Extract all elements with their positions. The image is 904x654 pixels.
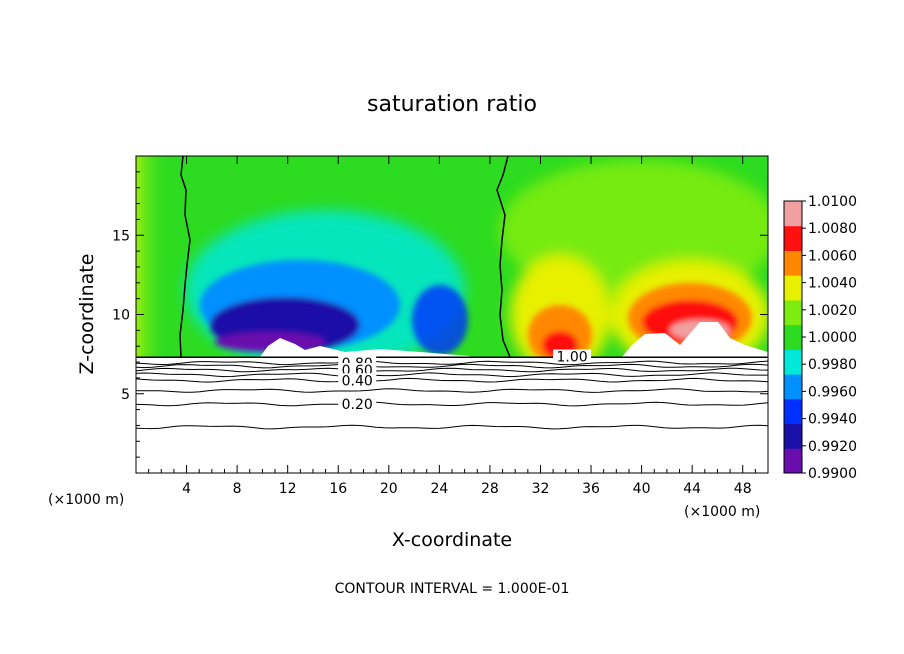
y-tick-label: 15 — [112, 228, 130, 244]
heatmap-field — [136, 156, 768, 357]
contour-label: 0.20 — [342, 397, 373, 413]
x-tick-label: 40 — [633, 481, 651, 497]
unsaturated-gap-left — [260, 338, 470, 357]
colorbar-label: 0.9980 — [808, 357, 857, 373]
colorbar-label: 1.0060 — [808, 248, 857, 264]
y-axis-label: Z-coordinate — [76, 254, 98, 375]
contour-1.00-right — [496, 155, 511, 358]
x-tick-label: 16 — [329, 481, 347, 497]
x-tick-label: 32 — [532, 481, 550, 497]
colorbar-label: 1.0000 — [808, 330, 857, 346]
colorbar-label: 0.9960 — [808, 384, 857, 400]
contour-line — [135, 360, 769, 366]
colorbar-swatch — [784, 398, 802, 425]
unsaturated-gap-right — [622, 322, 768, 357]
colorbar-label: 1.0040 — [808, 276, 857, 292]
contour-lines: 1.000.800.600.400.20 — [135, 349, 769, 430]
y-tick-label: 5 — [121, 387, 130, 403]
colorbar-label: 1.0020 — [808, 303, 857, 319]
x-tick-label: 4 — [182, 481, 191, 497]
colorbar-label: 1.0080 — [808, 221, 857, 237]
contour-line — [135, 388, 769, 393]
contour-line — [135, 367, 769, 373]
contour-label-bg — [338, 397, 377, 411]
x-tick-label: 44 — [683, 481, 701, 497]
x-tick-label: 28 — [481, 481, 499, 497]
contour-label-bg — [338, 373, 377, 387]
y-tick-label: 10 — [112, 308, 130, 324]
contour-1.00-left — [179, 155, 191, 358]
left-edge-moist — [136, 156, 170, 357]
x-unit-right: (×1000 m) — [684, 504, 760, 520]
colorbar: 1.0100 1.0080 1.0060 1.0040 1.0020 1.0000 0.99… — [783, 194, 857, 482]
x-tick-label: 36 — [582, 481, 600, 497]
contour-label-bg — [338, 362, 377, 376]
colorbar-swatch — [784, 324, 802, 350]
contour-line — [135, 424, 769, 430]
colorbar-label: 0.9940 — [808, 412, 857, 428]
contour-label-bg — [553, 349, 592, 363]
x-unit-left: (×1000 m) — [48, 492, 124, 508]
colorbar-swatch — [784, 250, 802, 276]
x-axis-label: X-coordinate — [392, 529, 512, 551]
colorbar-swatch — [784, 423, 802, 449]
colorbar-swatch — [784, 225, 802, 251]
x-tick-label: 12 — [279, 481, 297, 497]
contour-line — [135, 363, 769, 369]
colorbar-swatch — [784, 448, 802, 474]
x-tick-label: 24 — [430, 481, 448, 497]
x-tick-label: 8 — [233, 481, 242, 497]
contour-line — [135, 372, 768, 378]
x-axis: 4 8 12 16 20 24 28 32 36 40 44 48 — [148, 156, 756, 497]
colorbar-swatch — [784, 349, 802, 375]
colorbar-swatch — [784, 374, 802, 400]
contour-label: 0.40 — [342, 373, 373, 389]
colorbar-swatch — [784, 275, 802, 301]
contour-line — [135, 401, 769, 407]
x-tick-label: 48 — [734, 481, 752, 497]
chart-title: saturation ratio — [367, 92, 537, 117]
colorbar-label: 1.0100 — [808, 194, 857, 210]
colorbar-swatch — [784, 299, 802, 326]
colorbar-label: 0.9900 — [808, 466, 857, 482]
dry-lobe-right — [412, 285, 468, 355]
contour-interval-note: CONTOUR INTERVAL = 1.000E-01 — [335, 581, 570, 597]
y-axis: 5 10 15 — [112, 171, 768, 458]
x-tick-label: 20 — [380, 481, 398, 497]
contour-line — [135, 377, 769, 383]
contour-label: 1.00 — [556, 350, 587, 366]
colorbar-swatch — [784, 201, 802, 227]
colorbar-label: 0.9920 — [808, 439, 857, 455]
